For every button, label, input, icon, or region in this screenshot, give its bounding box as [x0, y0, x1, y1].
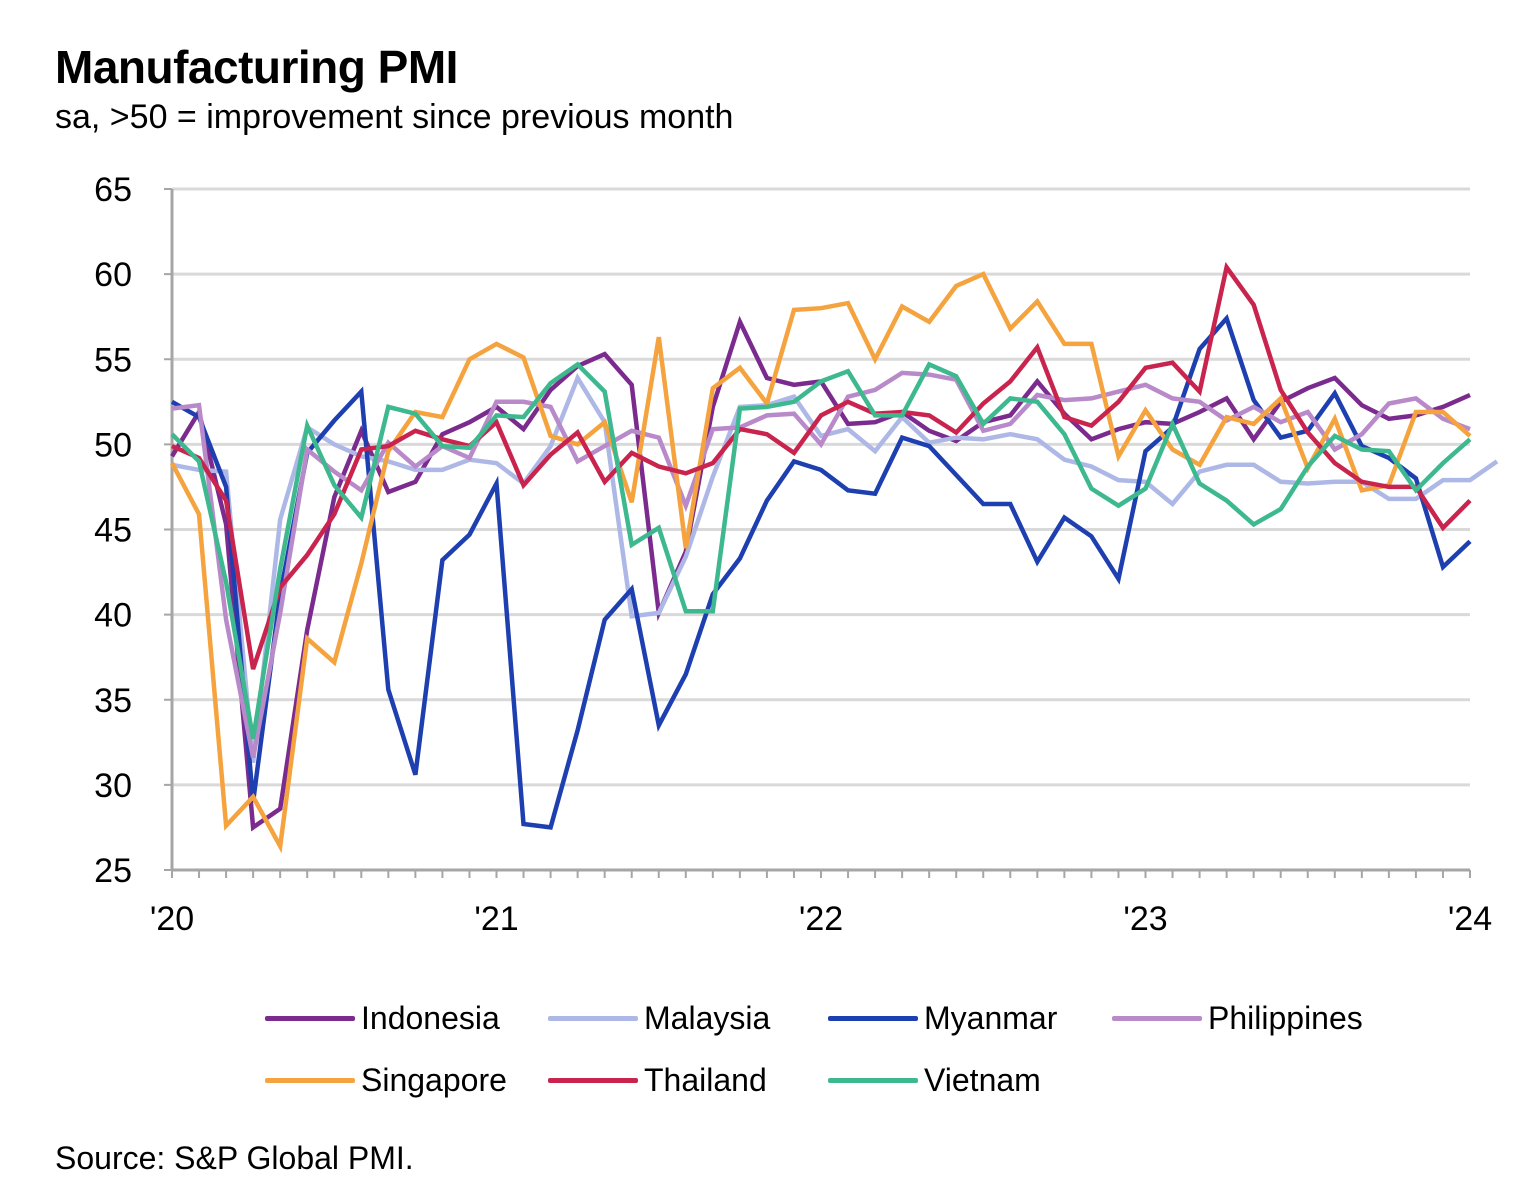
legend-label: Singapore — [361, 1062, 507, 1098]
legend-swatch — [265, 1078, 355, 1083]
legend-label: Thailand — [644, 1062, 767, 1098]
y-tick-label: 35 — [94, 682, 132, 720]
x-tick-labels: '20 '21 '22 '23 '24 — [150, 900, 1492, 938]
legend-item-myanmar: Myanmar — [828, 1000, 1057, 1037]
legend-label: Philippines — [1208, 1000, 1363, 1036]
legend-swatch — [548, 1016, 638, 1021]
legend-swatch — [828, 1016, 918, 1021]
legend-swatch — [265, 1016, 355, 1021]
y-tick-label: 55 — [94, 341, 132, 379]
legend-label: Vietnam — [924, 1062, 1041, 1098]
x-tick-label: '21 — [474, 900, 518, 938]
legend-label: Myanmar — [924, 1000, 1058, 1036]
y-tick-label: 45 — [94, 512, 132, 550]
series-line-myanmar — [170, 313, 1472, 830]
legend-item-vietnam: Vietnam — [828, 1062, 1041, 1099]
series-line-vietnam — [170, 361, 1472, 740]
series-lines — [170, 261, 1499, 854]
y-tick-label: 50 — [94, 426, 132, 464]
x-tick-label: '24 — [1448, 900, 1492, 938]
y-tick-labels: 25 30 35 40 45 50 55 60 65 — [94, 171, 132, 890]
y-tick-label: 65 — [94, 171, 132, 209]
legend-item-malaysia: Malaysia — [548, 1000, 770, 1037]
y-tick-label: 25 — [94, 852, 132, 890]
chart-subtitle: sa, >50 = improvement since previous mon… — [55, 98, 734, 136]
axes — [164, 188, 1471, 878]
series-line-thailand — [171, 261, 1472, 670]
legend-swatch — [828, 1078, 918, 1083]
legend-swatch — [548, 1078, 638, 1083]
y-tick-label: 30 — [94, 767, 132, 805]
series-line-singapore — [170, 271, 1472, 854]
source-note: Source: S&P Global PMI. — [55, 1140, 414, 1176]
chart-title: Manufacturing PMI — [55, 41, 458, 93]
legend-item-philippines: Philippines — [1112, 1000, 1363, 1037]
legend-label: Indonesia — [361, 1000, 500, 1036]
y-tick-label: 40 — [94, 597, 132, 635]
legend-item-singapore: Singapore — [265, 1062, 507, 1099]
series-line-malaysia — [171, 372, 1499, 763]
legend-item-indonesia: Indonesia — [265, 1000, 500, 1037]
x-tick-label: '22 — [799, 900, 843, 938]
legend-label: Malaysia — [644, 1000, 771, 1036]
legend-swatch — [1112, 1016, 1202, 1021]
x-tick-label: '20 — [150, 900, 194, 938]
legend-item-thailand: Thailand — [548, 1062, 767, 1099]
series-line-philippines — [171, 370, 1471, 759]
x-tick-label: '23 — [1123, 900, 1167, 938]
y-tick-label: 60 — [94, 256, 132, 294]
